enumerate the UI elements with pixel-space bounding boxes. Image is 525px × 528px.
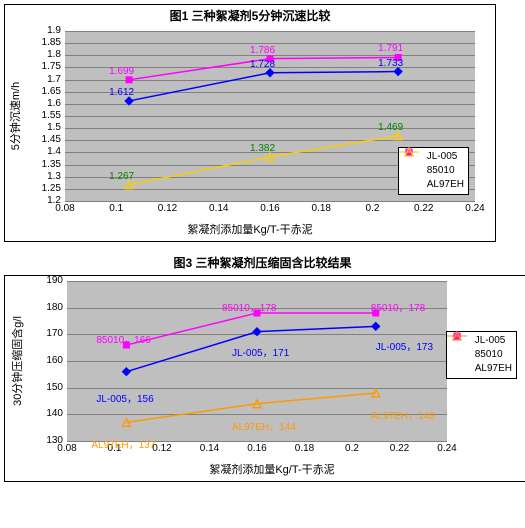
x-axis-label: 絮凝剂添加量Kg/T-干赤泥: [5, 219, 495, 241]
data-label: 1.612: [109, 87, 134, 98]
y-axis-label: 30分钟压缩固含g/l: [9, 316, 25, 406]
data-label: AL97EH，144: [232, 418, 296, 433]
data-label: AL97EH，148: [371, 407, 435, 422]
data-label: AL97EH，137: [91, 436, 155, 451]
data-label: 85010，178: [222, 299, 277, 314]
data-label: 1.786: [250, 45, 275, 56]
chart-title-3: 图3 三种絮凝剂压缩固含比较结果: [4, 250, 521, 275]
x-axis-label: 絮凝剂添加量Kg/T-干赤泥: [5, 459, 525, 481]
data-label: 1.267: [109, 171, 134, 182]
chart-box: 图1 三种絮凝剂5分钟沉速比较 5分钟沉速m/h 1.21.251.31.351.4…: [4, 4, 496, 242]
data-label: 1.728: [250, 59, 275, 70]
plot-area: 1.21.251.31.351.41.451.51.551.61.651.71.…: [65, 31, 475, 201]
data-label: JL-005，156: [96, 390, 153, 405]
data-label: 1.791: [378, 43, 403, 54]
plot-area: 1301401501601701801900.080.10.120.140.16…: [67, 281, 447, 441]
data-label: JL-005，171: [232, 344, 289, 359]
data-label: 1.469: [378, 122, 403, 133]
data-label: 85010，166: [96, 331, 151, 346]
legend: JL-00585010AL97EH: [446, 331, 517, 379]
data-label: 85010，178: [371, 299, 426, 314]
data-label: 1.733: [378, 58, 403, 69]
data-label: JL-005，173: [376, 338, 433, 353]
y-axis-label: 5分钟沉速m/h: [7, 82, 23, 150]
data-label: 1.699: [109, 66, 134, 77]
legend: JL-00585010AL97EH: [398, 147, 469, 195]
data-label: 1.382: [250, 143, 275, 154]
chart-box: 30分钟压缩固含g/l 1301401501601701801900.080.10…: [4, 275, 525, 482]
chart-title-1: 图1 三种絮凝剂5分钟沉速比较: [5, 5, 495, 26]
